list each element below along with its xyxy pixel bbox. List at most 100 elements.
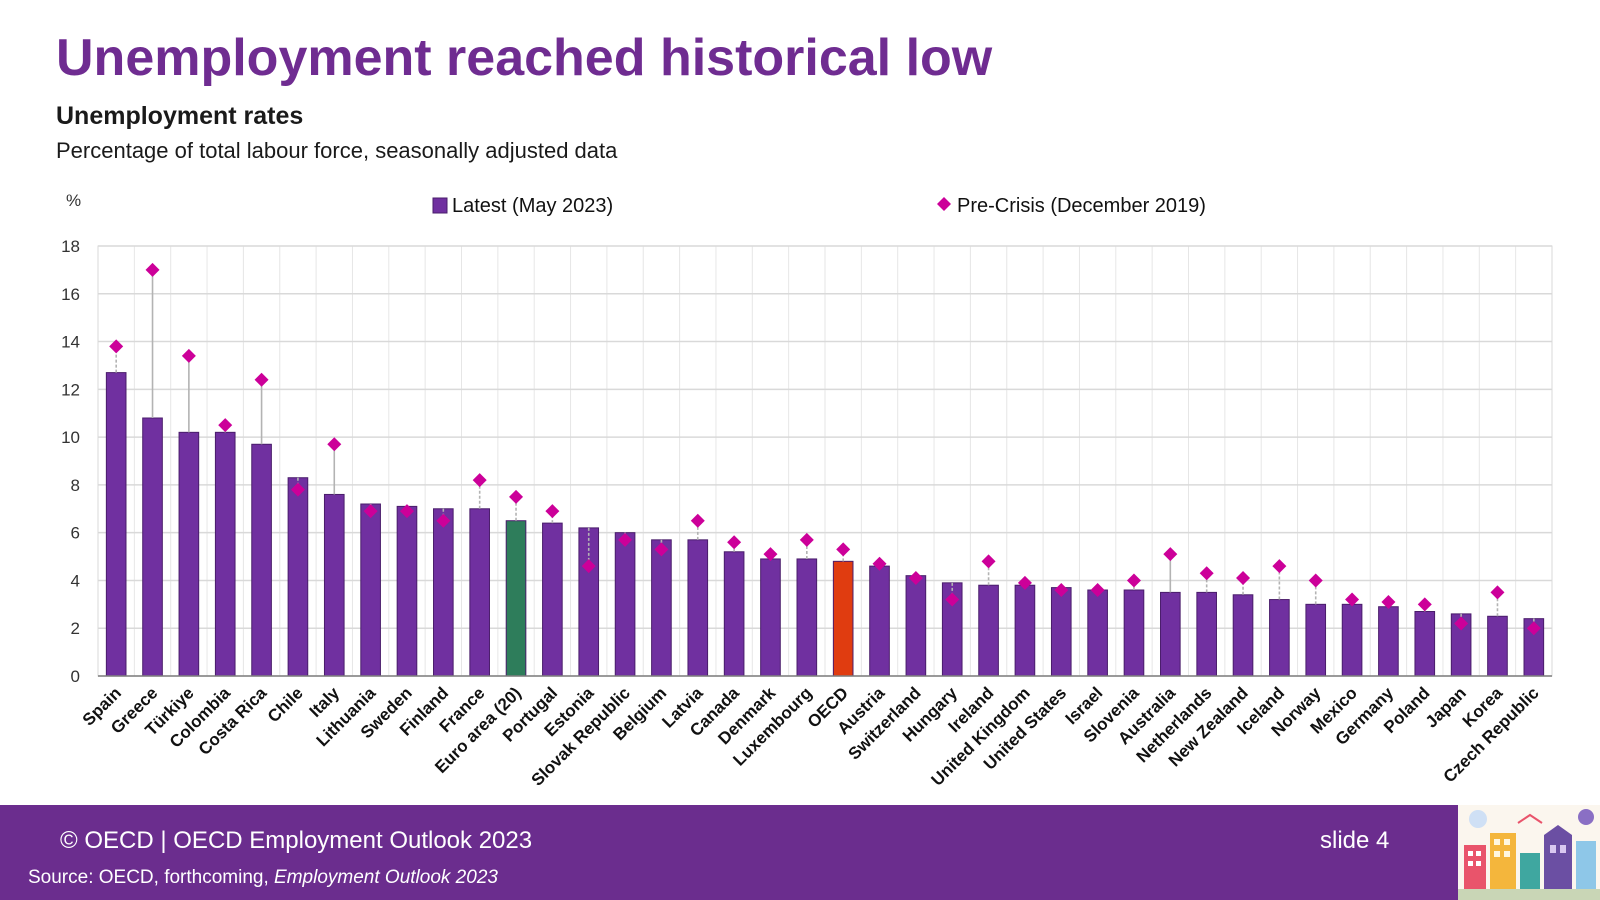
slide-number: slide 4 [1320,827,1390,854]
pre-crisis-marker [1272,559,1287,574]
bar [905,575,927,677]
pre-crisis-marker [181,348,196,363]
bar [1341,603,1363,677]
footer-copyright: © OECD | OECD Employment Outlook 2023 [60,827,533,854]
bar [1414,611,1436,677]
city-illustration-icon [1458,805,1600,900]
bar [651,539,672,677]
bar [251,443,272,677]
legend-bar-swatch [432,197,448,214]
pre-crisis-marker [363,504,378,519]
pre-crisis-marker [290,482,305,497]
pre-crisis-marker [1454,616,1469,631]
pre-crisis-marker [218,418,233,433]
pre-crisis-marker [872,556,887,571]
bar [142,417,163,677]
pre-crisis-marker [1163,547,1178,562]
pre-crisis-marker [690,513,705,528]
y-tick-label: 10 [61,428,80,447]
bar [1305,603,1327,677]
pre-crisis-marker [1526,621,1541,636]
chart-subtitle: Unemployment rates [56,102,304,130]
pre-crisis-marker [1417,597,1432,612]
bar [1269,599,1290,677]
x-tick-label: Chile [264,683,307,726]
y-tick-label: 16 [61,285,80,304]
bar [287,477,309,677]
pre-crisis-marker [727,535,742,550]
y-tick-label: 2 [71,619,80,638]
bar [832,560,854,677]
bar [542,522,563,677]
footer-bar: © OECD | OECD Employment Outlook 2023 So… [0,805,1600,900]
y-unit-label: % [66,191,81,210]
pre-crisis-marker [1126,573,1141,588]
bar [178,431,200,677]
bar [1014,584,1036,677]
bar [1487,615,1508,677]
bar [1196,591,1217,677]
chart-note: Percentage of total labour force, season… [56,138,618,163]
pre-crisis-marker [581,559,596,574]
y-tick-label: 14 [61,333,80,352]
legend-marker-swatch [937,197,951,211]
y-tick-label: 18 [61,237,80,256]
bar [1160,591,1181,677]
footer-source: Source: OECD, forthcoming, Employment Ou… [28,867,498,889]
y-tick-label: 6 [71,524,80,543]
pre-crisis-marker [1236,571,1251,586]
pre-crisis-marker [1199,566,1214,581]
bar [614,532,636,677]
x-tick-label: Japan [1422,683,1470,731]
y-tick-label: 0 [71,667,80,686]
legend-label-latest: Latest (May 2023) [452,195,613,217]
bar [687,539,709,677]
bar [1087,589,1108,677]
y-tick-label: 12 [61,380,80,399]
pre-crisis-marker [145,262,160,277]
source-prefix: Source: OECD, forthcoming, [28,867,275,888]
bar [760,558,781,677]
source-title: Employment Outlook 2023 [274,867,498,888]
pre-crisis-marker [109,339,124,354]
bar [1232,594,1254,677]
bar [105,372,127,677]
pre-crisis-marker [327,437,342,452]
bar [1050,587,1072,677]
pre-crisis-marker [472,473,487,488]
pre-crisis-marker [763,547,778,562]
bar [360,503,381,677]
pre-crisis-marker [945,592,960,607]
pre-crisis-marker [1345,592,1360,607]
pre-crisis-marker [545,504,560,519]
pre-crisis-marker [1054,583,1069,597]
pre-crisis-marker [981,554,996,569]
pre-crisis-marker [399,504,414,519]
pre-crisis-marker [1017,575,1032,590]
bar [323,493,345,677]
pre-crisis-marker [254,372,269,387]
unemployment-chart: 024681012141618%SpainGreeceTürkiyeColomb… [61,191,1553,790]
bar [1123,589,1145,677]
bar [214,431,236,677]
pre-crisis-marker [509,489,524,504]
bar [469,508,490,677]
pre-crisis-marker [1490,585,1505,600]
bar [1378,606,1399,677]
legend-label-precrisis: Pre-Crisis (December 2019) [957,195,1206,217]
pre-crisis-marker [618,532,633,547]
bar [505,520,527,677]
bar [433,508,454,677]
bar [723,551,745,677]
pre-crisis-marker [908,571,923,586]
pre-crisis-marker [836,542,851,557]
bar [396,505,418,677]
y-tick-label: 4 [71,571,80,590]
pre-crisis-marker [799,532,814,547]
pre-crisis-marker [1381,594,1396,609]
bar [869,565,890,677]
y-tick-label: 8 [71,476,80,495]
pre-crisis-marker [1090,583,1105,597]
pre-crisis-marker [1308,573,1323,588]
page-title: Unemployment reached historical low [56,29,993,87]
